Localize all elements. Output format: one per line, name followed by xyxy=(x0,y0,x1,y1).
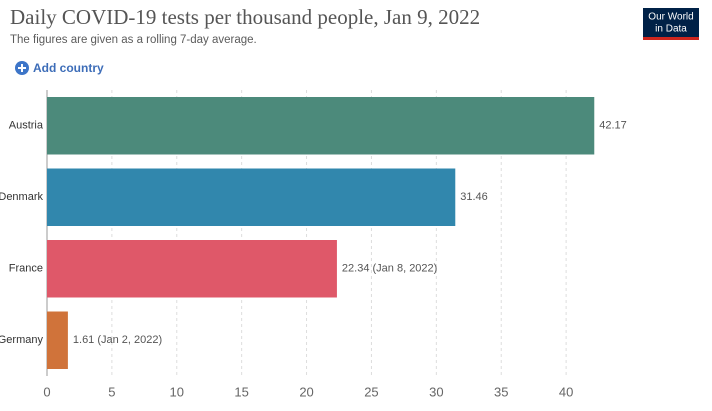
value-label: 31.46 xyxy=(460,191,488,203)
bar xyxy=(47,97,595,155)
x-tick-label: 5 xyxy=(108,384,115,399)
logo-box xyxy=(643,8,699,40)
logo-text: in Data xyxy=(655,24,687,35)
x-tick-label: 20 xyxy=(299,384,313,399)
add-country-label[interactable]: Add country xyxy=(33,61,104,75)
x-tick-label: 40 xyxy=(559,384,573,399)
bar xyxy=(47,311,68,369)
add-country-button[interactable]: Add country xyxy=(15,61,104,75)
x-tick-label: 15 xyxy=(234,384,248,399)
x-tick-label: 35 xyxy=(494,384,508,399)
x-tick-label: 10 xyxy=(170,384,184,399)
plus-sign xyxy=(18,64,26,72)
category-label: Germany xyxy=(0,334,43,346)
category-label: France xyxy=(9,263,43,275)
logo-bar xyxy=(643,37,699,40)
value-label: 22.34 (Jan 8, 2022) xyxy=(342,263,437,275)
value-label: 1.61 (Jan 2, 2022) xyxy=(73,334,162,346)
chart-subtitle: The figures are given as a rolling 7-day… xyxy=(10,34,257,46)
bar xyxy=(47,168,456,226)
value-label: 42.17 xyxy=(599,120,627,132)
x-tick-label: 0 xyxy=(43,384,50,399)
logo[interactable]: Our World in Data xyxy=(643,8,699,40)
category-label: Austria xyxy=(9,120,44,132)
chart-title: Daily COVID-19 tests per thousand people… xyxy=(10,5,480,29)
x-tick-label: 25 xyxy=(364,384,378,399)
logo-text: Our World xyxy=(648,12,693,23)
bar xyxy=(47,240,337,298)
x-tick-label: 30 xyxy=(429,384,443,399)
category-label: Denmark xyxy=(0,191,43,203)
